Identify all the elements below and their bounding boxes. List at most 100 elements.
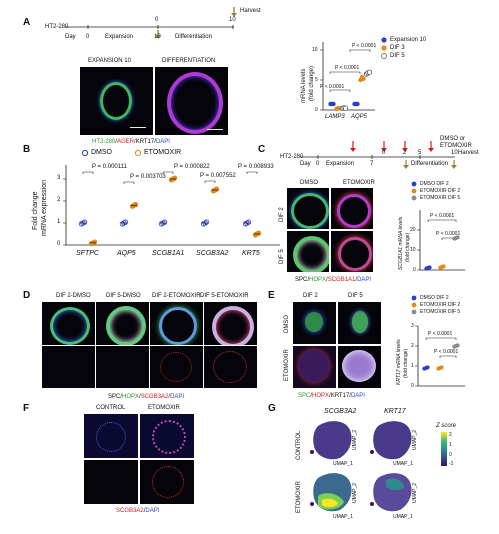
- point-a-0-1-2: [355, 101, 360, 107]
- panel-label-a: A: [23, 17, 31, 28]
- point-a-2-1-2: [366, 69, 373, 75]
- pval-b-2: P = 0.000822: [174, 164, 210, 170]
- point-b-0-0-2: [82, 219, 88, 225]
- stain-ht2: HT2-280: [92, 139, 116, 145]
- micrograph-d-0-top: [42, 302, 95, 345]
- bracket-b-2: [162, 171, 174, 174]
- micrograph-d-3-bottom: [204, 346, 257, 388]
- col-title-d-2: DIF 2-ETOMOXIR: [152, 293, 201, 299]
- col-title-f-control: CONTROL: [96, 405, 126, 411]
- point-e-0-2: [425, 365, 430, 370]
- legend-a-dif3: DIF 3: [390, 45, 405, 51]
- stain-e-krt17: KRT17: [330, 393, 350, 399]
- gene-title-g-krt17: KRT17: [384, 408, 406, 415]
- axis-x-g-3: UMAP_1: [393, 514, 414, 520]
- point-c-0-2: [427, 265, 432, 270]
- axis-x-g-0: UMAP_1: [333, 461, 354, 467]
- axis-y-g-2: UMAP_2: [352, 482, 358, 503]
- zscore-tick-0: 2: [449, 432, 452, 438]
- col-title-c-etomoxir: ETOMOXIR: [343, 180, 375, 186]
- micrograph-differentiation: [155, 67, 228, 135]
- panel-label-f: F: [23, 403, 30, 414]
- col-title-f-etomoxir: ETOMOXIR: [148, 405, 180, 411]
- col-title-e-0: DIF 2: [303, 293, 318, 299]
- ytick-b-2: 2: [57, 197, 61, 203]
- micrograph-f-control-top: [84, 414, 138, 458]
- pval-e-1: P < 0.0001: [434, 349, 459, 355]
- day-label-c: Day: [300, 161, 311, 167]
- stain-d-hopx: HOPX: [122, 394, 140, 400]
- micrograph-d-0-bottom: [42, 346, 95, 388]
- gene-aqp5: AQP5: [117, 250, 136, 257]
- cell-line-label-c: HT2-280: [280, 154, 304, 160]
- zscore-colorbar: [441, 432, 447, 466]
- zscore-tick-3: -1: [449, 461, 454, 467]
- panel-label-b: B: [23, 144, 31, 155]
- pval-b-4: P = 0.008933: [238, 164, 274, 170]
- gene-title-g-scgb3a2: SCGB3A2: [324, 408, 357, 415]
- xcat-aqp5: AQP5: [351, 114, 368, 120]
- point-a-2-0-2: [342, 105, 349, 111]
- ytick-b-1: 1: [57, 219, 61, 225]
- micrograph-d-2-bottom: [150, 346, 203, 388]
- stain-f-dapi: DAPI: [145, 508, 160, 514]
- micrograph-e-eto-dif5: [338, 346, 381, 388]
- pval-c-0: P < 0.0001: [430, 213, 455, 219]
- ytick-e-0: 0: [411, 383, 414, 389]
- phase-expansion-c: Expansion: [326, 161, 355, 167]
- point-b-0-1-2: [123, 219, 129, 225]
- legend-a-expansion: Expansion 10: [390, 37, 427, 43]
- point-b-0-2-2: [162, 219, 168, 225]
- panel-label-g: G: [268, 403, 276, 414]
- pval-a-2: P < 0.0001: [352, 43, 377, 49]
- pval-b-3: P = 0.007552: [200, 173, 236, 179]
- ytick-c-1: 10: [410, 247, 416, 253]
- stain-caption-d: SPC/HOPX/SCGB3A2/DAPI: [108, 394, 185, 400]
- stain-d-scgb3a2: SCGB3A2: [140, 394, 169, 400]
- micrograph-e-dmso-dif5: [338, 302, 381, 344]
- tick-a-3: 10: [229, 17, 236, 23]
- bracket-b-3: [204, 180, 216, 183]
- tick-c-4: 5: [418, 150, 422, 156]
- micrograph-c-eto-dif5: [331, 231, 373, 272]
- point-a-0-0-2: [331, 101, 336, 107]
- legend-c-2: ETOMOXIR DIF 5: [420, 195, 461, 201]
- stain-krt17: KRT17: [135, 139, 155, 145]
- legend-e-0: DMSO DIF 2: [420, 295, 449, 301]
- stain-ager: AGER: [117, 139, 135, 145]
- phase-expansion-a: Expansion: [105, 34, 134, 40]
- tick-c-1: 7: [370, 161, 374, 167]
- pval-b-0: P = 0.000111: [92, 164, 127, 170]
- legend-c-0: DMSO DIF 2: [420, 181, 449, 187]
- point-c-1-2: [441, 264, 446, 269]
- stain-d-dapi: DAPI: [170, 394, 185, 400]
- bracket-b-1: [123, 181, 135, 184]
- micrograph-f-control-bottom: [84, 460, 138, 504]
- pval-c-1: P < 0.0001: [436, 231, 461, 237]
- phase-differentiation-a: Differentiation: [175, 34, 212, 40]
- micrograph-e-dmso-dif2: [293, 302, 336, 344]
- col-title-d-0: DIF 2-DMSO: [56, 293, 91, 299]
- panel-label-c: C: [258, 144, 266, 155]
- axis-y-g-0: UMAP_2: [352, 429, 358, 450]
- ytick-e-3: 3: [411, 323, 414, 329]
- ytick-c-0: 0: [413, 267, 416, 273]
- gene-scgb3a2: SCGB3A2: [196, 250, 229, 257]
- bracket-b-4: [246, 171, 258, 174]
- tick-c-0: 0: [316, 161, 320, 167]
- phase-differentiation-c: Differentiation: [411, 161, 448, 167]
- point-b-0-3-2: [204, 219, 210, 225]
- legend-e-2: ETOMOXIR DIF 5: [420, 309, 461, 315]
- stain-c-hopx: HOPX: [309, 277, 327, 283]
- ytick-b-3: 3: [57, 175, 61, 181]
- axis-x-g-1: UMAP_1: [393, 461, 414, 467]
- panel-label-e: E: [268, 290, 275, 301]
- micrograph-c-dmso-dif5: [287, 231, 329, 272]
